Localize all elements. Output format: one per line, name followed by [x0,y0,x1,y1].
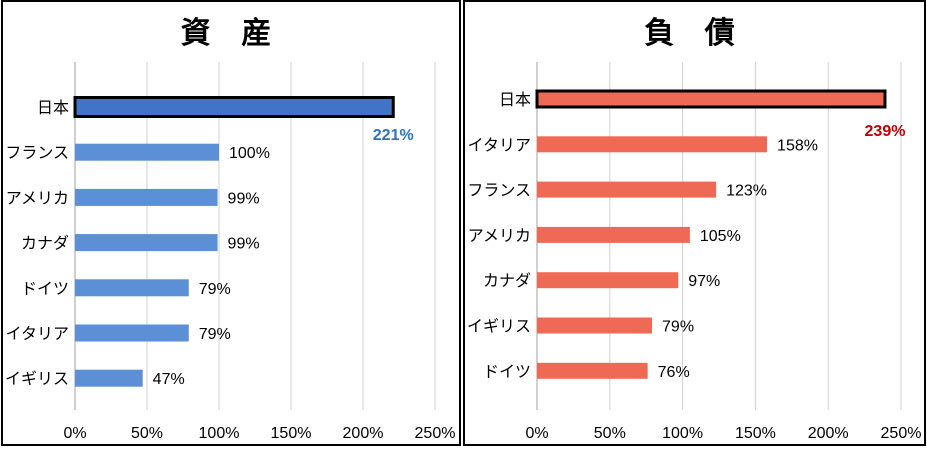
category-label: フランス [5,143,69,162]
x-tick-label: 50% [131,425,163,442]
category-label: 日本 [499,90,531,109]
bar [75,324,189,342]
category-label: ドイツ [483,362,531,381]
category-label: ドイツ [21,279,69,298]
data-label: 123% [726,183,767,200]
bar [537,362,648,379]
data-label: 105% [700,228,741,245]
assets-chart-panel: 資 産 0% 50% 100% 150% 200% 250% 日本 221% フランス 100% ア… [1,0,461,446]
data-label: 99% [228,236,260,253]
data-label: 76% [658,364,690,381]
bar [75,234,218,252]
data-label: 99% [228,190,260,207]
category-label: イギリス [5,369,69,388]
data-label: 100% [229,145,270,162]
chart-title: 資 産 [180,16,282,51]
bar [537,136,768,153]
category-label: イギリス [467,317,531,336]
data-label: 47% [153,371,185,388]
bar [537,226,690,243]
x-tick-label: 250% [415,425,456,442]
category-label: アメリカ [468,226,531,245]
x-tick-label: 0% [63,425,86,442]
bar [75,188,218,206]
data-label: 79% [662,319,694,336]
chart-title: 負 債 [644,16,745,51]
bar [75,279,189,297]
x-tick-label: 200% [808,425,849,442]
x-tick-label: 150% [735,425,776,442]
x-tick-label: 250% [881,425,922,442]
x-tick-label: 150% [271,425,312,442]
bar [75,369,143,387]
category-label: カナダ [483,271,531,290]
category-label: イタリア [468,135,531,154]
category-label: フランス [467,181,531,200]
bar [535,89,887,109]
x-tick-label: 0% [525,425,548,442]
liabilities-chart-panel: 負 債 0% 50% 100% 150% 200% 250% 日本 239% イタリア 158% フ… [463,0,926,446]
data-label: 158% [777,137,818,154]
category-label: アメリカ [6,188,69,207]
category-label: カナダ [21,234,69,253]
bar [75,143,219,161]
bar [537,272,679,289]
x-tick-label: 100% [199,425,240,442]
assets-chart: 0% 50% 100% 150% 200% 250% 日本 221% フランス 100% アメリカ 9… [5,62,456,442]
bar [537,317,653,334]
data-label: 239% [865,123,906,140]
x-tick-label: 50% [594,425,626,442]
category-label: 日本 [37,98,69,117]
x-tick-label: 100% [662,425,703,442]
data-label: 97% [688,273,720,290]
data-label: 221% [373,127,414,144]
bar [537,181,717,198]
data-label: 79% [199,326,231,343]
x-tick-label: 200% [343,425,384,442]
data-label: 79% [199,281,231,298]
category-label: イタリア [6,324,69,343]
bar [73,96,395,118]
liabilities-chart: 0% 50% 100% 150% 200% 250% 日本 239% イタリア 158% フランス 1… [467,62,922,442]
